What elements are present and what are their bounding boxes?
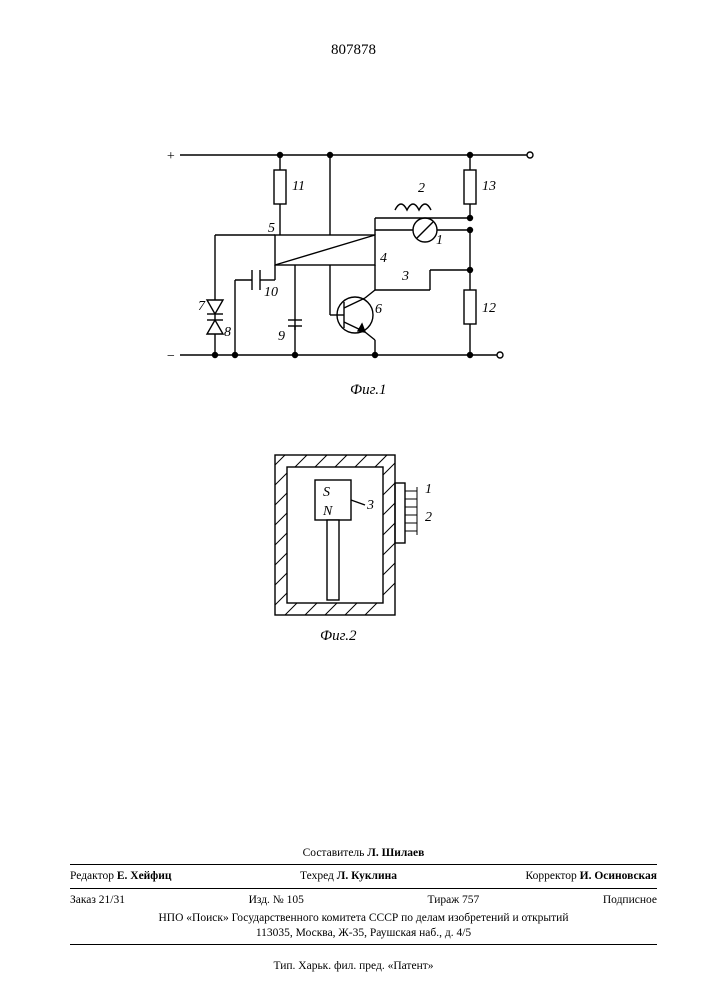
footer-rule-2 — [70, 888, 657, 889]
label-N: N — [322, 504, 333, 519]
label-2: 2 — [418, 181, 425, 196]
org-line-1: НПО «Поиск» Государственного комитета СС… — [70, 911, 657, 927]
rail-plus-label: + — [166, 149, 175, 164]
rail-minus-label: − — [166, 349, 175, 364]
tech-name: Л. Куклина — [337, 870, 397, 882]
label-4: 4 — [380, 251, 387, 266]
compiler-name: Л. Шилаев — [367, 847, 424, 859]
circulation: Тираж 757 — [427, 893, 479, 909]
editor-name: Е. Хейфиц — [117, 870, 172, 882]
fig1-caption: Фиг.1 — [350, 382, 386, 399]
label-1: 1 — [436, 233, 443, 248]
fig2-caption: Фиг.2 — [320, 628, 356, 645]
label-10: 10 — [264, 285, 278, 300]
label-9: 9 — [278, 329, 285, 344]
figure-1: + − 11 13 2 1 — [0, 130, 707, 410]
printer-line: Тип. Харьк. фил. пред. «Патент» — [0, 960, 707, 972]
circuit-diagram-svg: + − 11 13 2 1 — [0, 130, 707, 410]
label-3-fig1: 3 — [401, 269, 409, 284]
label-6: 6 — [375, 302, 382, 317]
label-5: 5 — [268, 221, 275, 236]
label-7: 7 — [198, 299, 206, 314]
figure-2: S N 1 2 3 Фиг.2 — [0, 445, 707, 655]
footer-rule-3 — [70, 944, 657, 945]
label-13: 13 — [482, 179, 496, 194]
label-11: 11 — [292, 179, 305, 194]
page-number: 807878 — [331, 42, 376, 59]
tech-label: Техред — [300, 870, 334, 882]
edition-number: Изд. № 105 — [249, 893, 304, 909]
label-S: S — [323, 485, 330, 500]
corrector-name: И. Осиновская — [580, 870, 657, 882]
org-line-2: 113035, Москва, Ж-35, Раушская наб., д. … — [70, 926, 657, 942]
label-3-fig2: 3 — [366, 498, 374, 513]
document-footer: Составитель Л. Шилаев Редактор Е. Хейфиц… — [70, 846, 657, 947]
footer-rule-1 — [70, 864, 657, 865]
label-1-fig2: 1 — [425, 482, 432, 497]
mechanical-diagram-svg: S N 1 2 3 — [0, 445, 707, 655]
editor-label: Редактор — [70, 870, 114, 882]
label-2-fig2: 2 — [425, 510, 432, 525]
label-8: 8 — [224, 325, 231, 340]
corrector-label: Корректор — [526, 870, 577, 882]
label-12: 12 — [482, 301, 496, 316]
compiler-label: Составитель — [303, 847, 365, 859]
order-number: Заказ 21/31 — [70, 893, 125, 909]
subscription: Подписное — [603, 893, 657, 909]
